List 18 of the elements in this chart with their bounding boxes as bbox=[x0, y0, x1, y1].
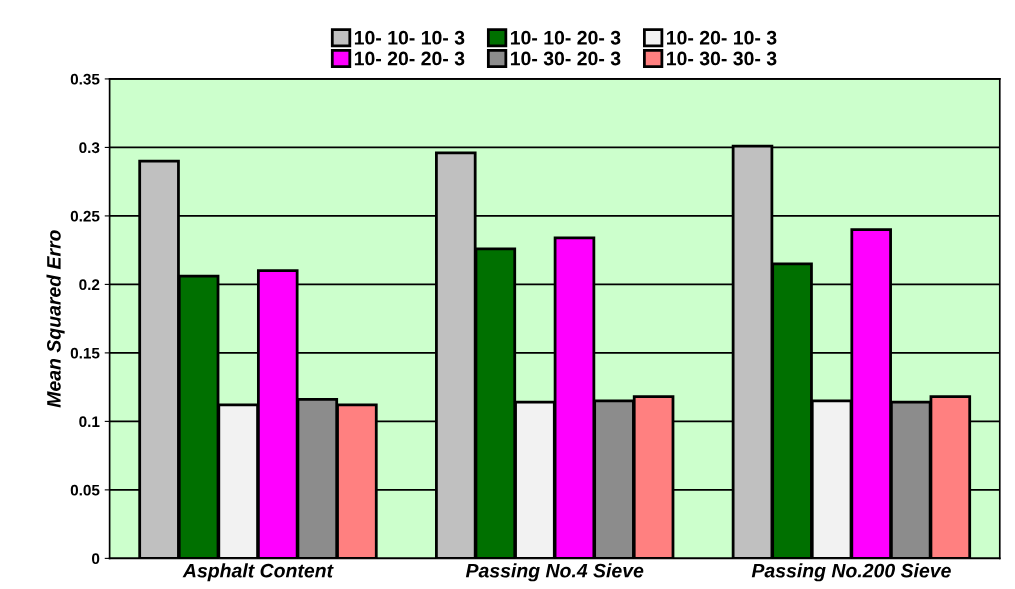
y-tick-label: 0 bbox=[92, 553, 100, 565]
y-tick-label: 0.3 bbox=[79, 142, 100, 154]
y-tick-label: 0.1 bbox=[79, 416, 100, 428]
x-tick-label: Passing No.4 Sieve bbox=[465, 563, 644, 582]
y-tick-label: 0.35 bbox=[70, 73, 100, 85]
y-axis-title: Mean Squared Erro bbox=[46, 230, 65, 408]
legend-label: 10- 10- 10- 3 bbox=[354, 30, 465, 45]
legend-label: 10- 30- 30- 3 bbox=[667, 51, 777, 66]
y-tick-label: 0.05 bbox=[70, 484, 100, 496]
x-tick-label: Asphalt Content bbox=[182, 563, 334, 582]
y-tick-label: 0.15 bbox=[70, 347, 100, 359]
legend-label: 10- 30- 20- 3 bbox=[510, 51, 621, 66]
y-tick-label: 0.2 bbox=[79, 279, 100, 291]
y-tick-label: 0.25 bbox=[70, 210, 100, 222]
legend-label: 10- 20- 20- 3 bbox=[354, 51, 465, 66]
legend-label: 10- 20- 10- 3 bbox=[667, 30, 777, 45]
x-tick-label: Passing No.200 Sieve bbox=[751, 563, 951, 582]
legend-label: 10- 10- 20- 3 bbox=[510, 30, 621, 45]
